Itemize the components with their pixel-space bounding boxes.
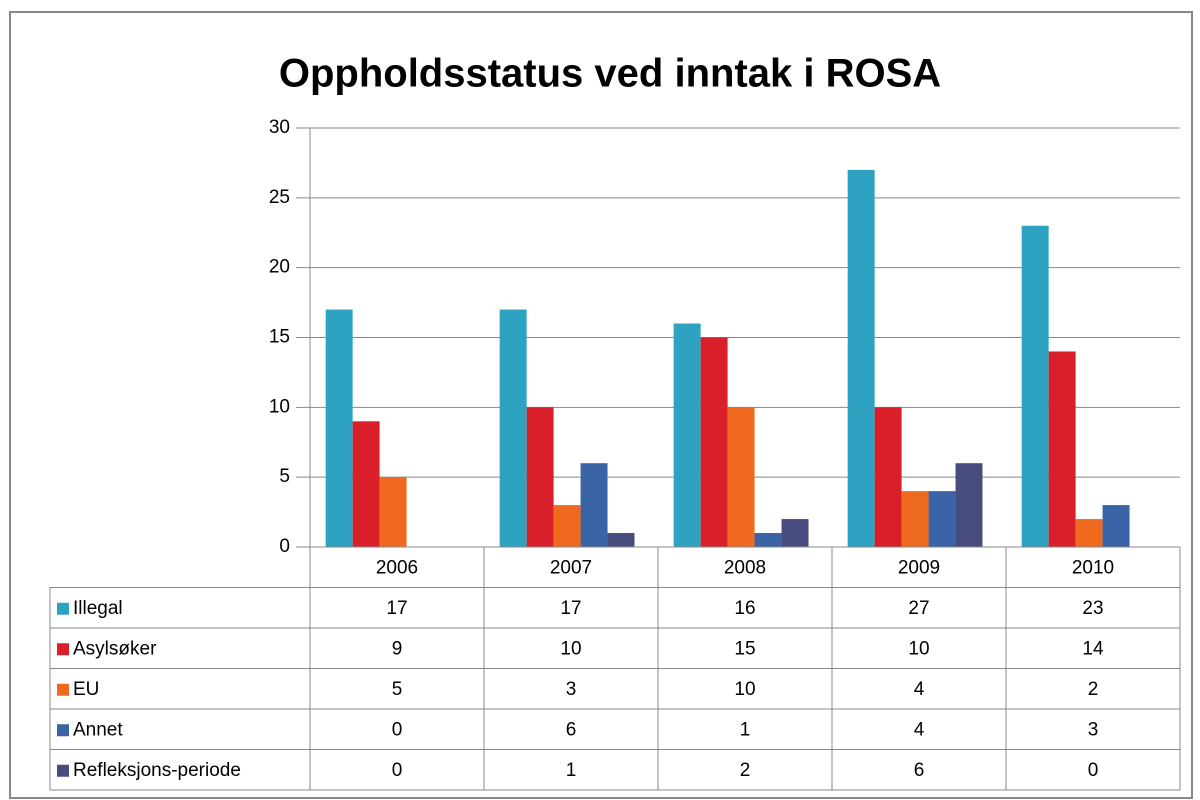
bar bbox=[700, 337, 728, 547]
legend-swatch bbox=[57, 683, 69, 696]
table-value: 6 bbox=[566, 719, 577, 740]
bar bbox=[847, 169, 875, 547]
table-value: 10 bbox=[908, 638, 929, 659]
bar bbox=[955, 463, 983, 547]
table-value: 3 bbox=[566, 679, 577, 700]
table-value: 5 bbox=[392, 679, 403, 700]
legend-label: Illegal bbox=[73, 598, 123, 619]
table-value: 2 bbox=[1088, 679, 1099, 700]
bar bbox=[580, 463, 608, 547]
bar bbox=[781, 519, 809, 547]
table-value: 27 bbox=[908, 598, 929, 619]
legend-label: Refleksjons-periode bbox=[73, 760, 241, 781]
table-value: 6 bbox=[914, 760, 925, 781]
bar bbox=[874, 407, 902, 547]
table-value: 14 bbox=[1082, 638, 1104, 659]
bar bbox=[607, 533, 635, 547]
bar bbox=[673, 323, 701, 547]
table-value: 2 bbox=[740, 760, 751, 781]
bar bbox=[1021, 225, 1049, 547]
table-value: 4 bbox=[914, 679, 925, 700]
legend-swatch bbox=[57, 602, 69, 615]
y-tick-label: 30 bbox=[269, 117, 290, 138]
x-tick-label: 2006 bbox=[376, 557, 418, 578]
table-value: 3 bbox=[1088, 719, 1099, 740]
bar bbox=[928, 491, 956, 547]
table-value: 0 bbox=[1088, 760, 1099, 781]
table-value: 10 bbox=[734, 679, 755, 700]
table-value: 17 bbox=[560, 598, 581, 619]
table-value: 10 bbox=[560, 638, 581, 659]
bar bbox=[352, 421, 380, 547]
bar bbox=[553, 505, 581, 547]
legend-swatch bbox=[57, 764, 69, 777]
table-value: 1 bbox=[566, 760, 577, 781]
table-value: 1 bbox=[740, 719, 751, 740]
legend-swatch bbox=[57, 724, 69, 737]
y-tick-label: 0 bbox=[279, 536, 290, 557]
x-tick-label: 2010 bbox=[1072, 557, 1114, 578]
bar bbox=[1048, 351, 1076, 547]
y-tick-label: 15 bbox=[269, 327, 290, 348]
legend-swatch bbox=[57, 643, 69, 656]
table-value: 9 bbox=[392, 638, 403, 659]
legend-label: EU bbox=[73, 679, 99, 700]
table-value: 16 bbox=[734, 598, 755, 619]
chart-border bbox=[9, 11, 1193, 799]
bar bbox=[1102, 505, 1130, 547]
bar bbox=[526, 407, 554, 547]
y-tick-label: 5 bbox=[279, 466, 290, 487]
bar bbox=[325, 309, 353, 547]
bar bbox=[1075, 519, 1103, 547]
x-tick-label: 2008 bbox=[724, 557, 766, 578]
bar bbox=[499, 309, 527, 547]
bar bbox=[901, 491, 929, 547]
table-value: 17 bbox=[386, 598, 407, 619]
table-value: 4 bbox=[914, 719, 925, 740]
table-value: 0 bbox=[392, 760, 403, 781]
table-value: 15 bbox=[734, 638, 755, 659]
x-tick-label: 2007 bbox=[550, 557, 592, 578]
legend-label: Annet bbox=[73, 719, 123, 740]
y-tick-label: 10 bbox=[269, 396, 290, 417]
chart-title: Oppholdsstatus ved inntak i ROSA bbox=[279, 52, 941, 96]
bar bbox=[727, 407, 755, 547]
table-value: 0 bbox=[392, 719, 403, 740]
x-tick-label: 2009 bbox=[898, 557, 940, 578]
y-tick-label: 25 bbox=[269, 187, 290, 208]
y-tick-label: 20 bbox=[269, 257, 290, 278]
legend-label: Asylsøker bbox=[73, 638, 157, 659]
bar bbox=[754, 533, 782, 547]
bar bbox=[379, 477, 407, 547]
table-value: 23 bbox=[1082, 598, 1103, 619]
